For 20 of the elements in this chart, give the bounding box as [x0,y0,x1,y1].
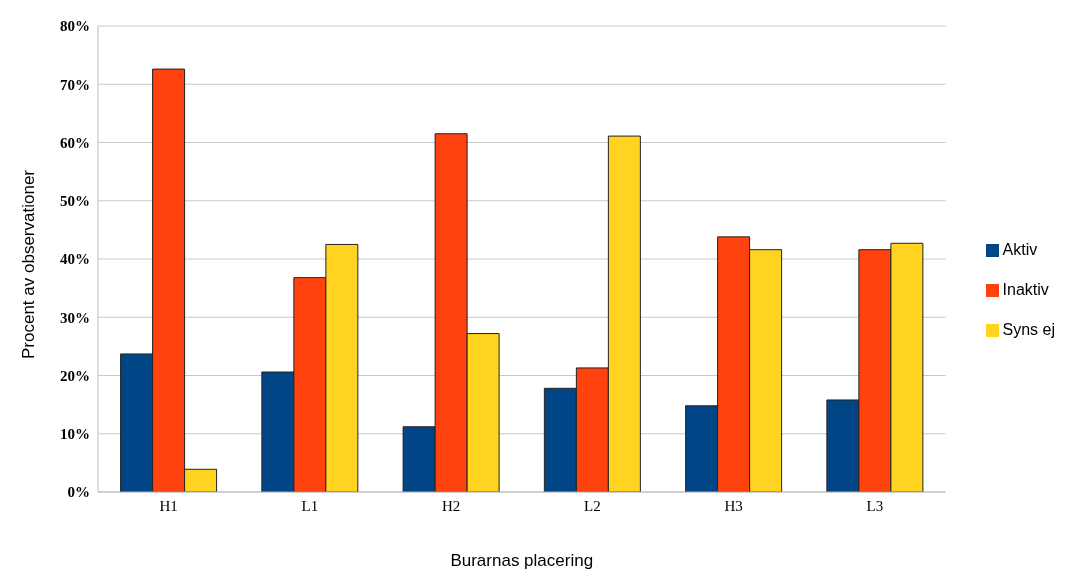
x-axis-title: Burarnas placering [450,551,594,570]
legend-label: Inaktiv [1002,281,1049,298]
y-tick-label: 30% [60,309,90,326]
y-tick-label: 0% [67,484,90,501]
x-tick-label: L1 [301,497,319,514]
x-tick-label: H3 [724,497,743,514]
y-tick-label: 40% [60,251,90,268]
y-tick-label: 10% [60,426,90,443]
y-tick-label: 60% [60,134,90,151]
legend-label: Syns ej [1002,321,1055,338]
y-tick-label: 50% [60,193,90,210]
y-axis-title: Procent av observationer [19,169,39,359]
x-tick-label: H2 [441,497,461,514]
x-tick-label: L3 [866,497,884,514]
x-tick-label: H1 [159,497,178,514]
y-tick-label: 80% [60,18,90,35]
x-tick-label: L2 [584,497,601,514]
legend-label: Aktiv [1002,241,1038,258]
y-tick-label: 20% [60,367,90,384]
y-tick-label: 70% [60,76,90,93]
